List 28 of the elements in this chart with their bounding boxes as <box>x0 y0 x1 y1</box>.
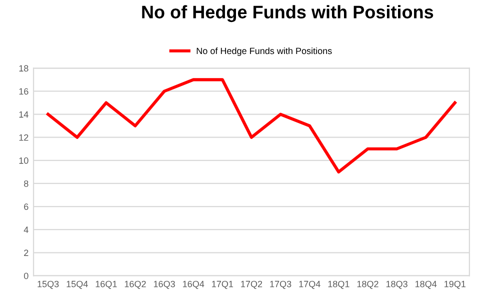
y-tick-label: 2 <box>24 250 28 256</box>
x-tick-label: 16Q1 <box>96 280 117 289</box>
x-tick-label: 19Q1 <box>444 280 466 289</box>
y-tick-label: 16 <box>19 88 28 95</box>
x-tick-label: 17Q1 <box>212 280 234 289</box>
x-tick-label: 18Q4 <box>415 280 437 289</box>
x-tick-label: 16Q3 <box>154 280 175 289</box>
y-tick-label: 8 <box>24 180 28 187</box>
line-series <box>46 78 456 174</box>
y-tick-label: 12 <box>19 134 28 141</box>
x-tick-label: 18Q1 <box>328 280 350 289</box>
x-tick-label: 16Q2 <box>124 280 146 289</box>
legend-label: No of Hedge Funds with Positions <box>196 47 332 56</box>
y-tick-label: 10 <box>19 157 28 164</box>
x-tick-label: 17Q3 <box>270 280 292 289</box>
y-tick-label: 0 <box>24 272 28 280</box>
x-tick-label: 17Q4 <box>299 280 320 289</box>
x-tick-label: 17Q2 <box>241 280 262 289</box>
x-tick-label: 15Q3 <box>38 280 59 289</box>
chart-title: No of Hedge Funds with Positions <box>142 5 434 22</box>
y-tick-label: 6 <box>24 204 28 210</box>
y-tick-label: 4 <box>24 226 28 233</box>
x-tick-label: 16Q4 <box>183 280 204 289</box>
x-tick-label: 18Q2 <box>357 280 378 289</box>
x-tick-label: 15Q4 <box>66 280 88 289</box>
y-tick-label: 18 <box>19 65 28 72</box>
y-tick-label: 14 <box>19 111 28 118</box>
x-tick-label: 18Q3 <box>386 280 408 289</box>
